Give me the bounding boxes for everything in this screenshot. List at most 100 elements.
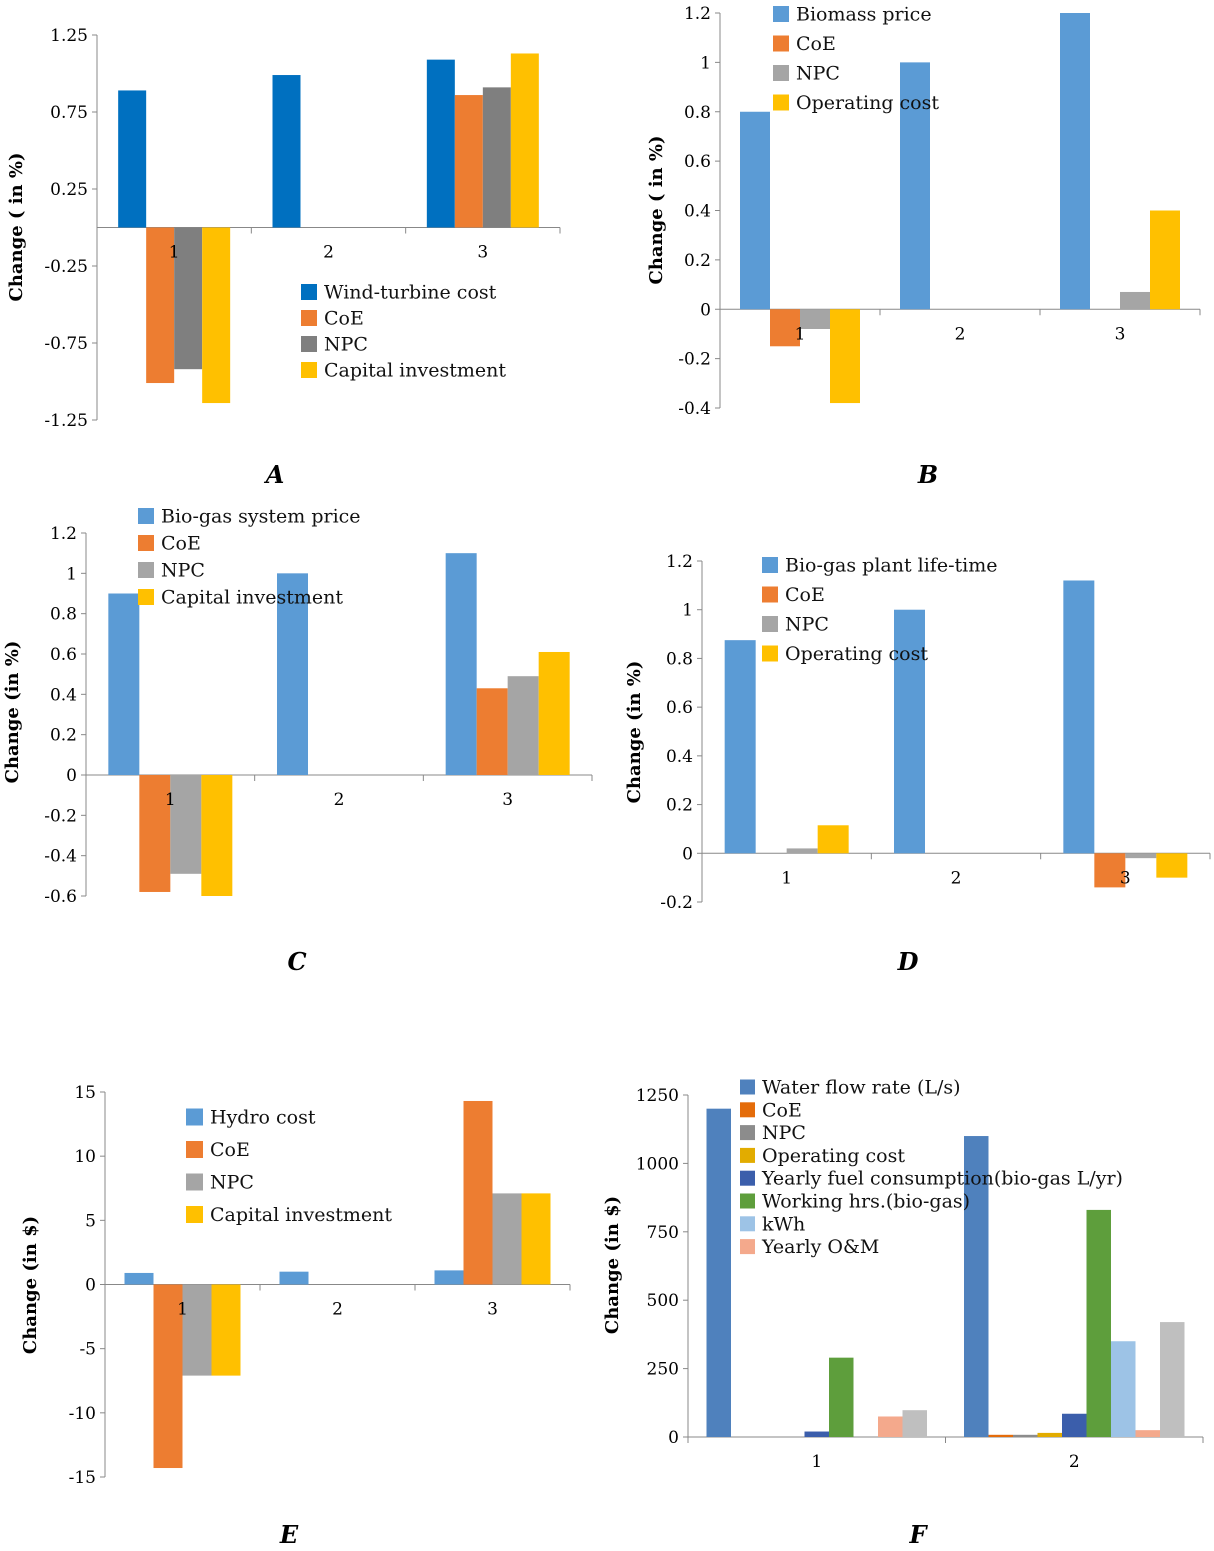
bar <box>118 90 147 228</box>
x-tick-label: 2 <box>334 790 345 810</box>
legend-swatch <box>740 1239 755 1255</box>
bar <box>202 227 231 404</box>
y-tick-label: 0.6 <box>666 698 693 718</box>
x-tick-label: 3 <box>1120 868 1131 888</box>
y-tick-label: 1 <box>700 53 711 73</box>
legend-label: NPC <box>796 63 840 85</box>
legend-swatch <box>740 1170 755 1186</box>
legend-label: CoE <box>796 33 836 55</box>
legend-swatch <box>762 586 778 603</box>
legend-label: Hydro cost <box>210 1107 316 1129</box>
y-tick-label: -0.4 <box>678 399 711 419</box>
panel-label: E <box>279 1520 299 1549</box>
legend-swatch <box>773 35 789 52</box>
legend-swatch <box>138 508 154 524</box>
bar <box>1160 1322 1185 1437</box>
x-tick-label: 1 <box>781 868 792 888</box>
bar <box>1060 13 1090 310</box>
x-tick-label: 3 <box>487 1300 498 1320</box>
legend-swatch <box>740 1216 755 1232</box>
bar <box>1120 291 1150 310</box>
bar <box>817 825 849 854</box>
legend-swatch <box>301 336 317 352</box>
legend-label: Capital investment <box>210 1204 392 1226</box>
legend-swatch <box>301 284 317 300</box>
y-tick-label: 0 <box>700 300 711 320</box>
y-tick-label: -0.25 <box>44 257 88 277</box>
y-tick-label: 1.25 <box>50 26 88 46</box>
y-tick-label: 1.2 <box>684 4 711 24</box>
bar <box>1125 853 1157 859</box>
y-tick-label: -10 <box>69 1404 96 1424</box>
y-tick-label: -0.6 <box>44 887 77 907</box>
x-tick-label: 1 <box>169 243 180 263</box>
y-tick-label: -5 <box>79 1340 96 1360</box>
y-tick-label: 1250 <box>636 1086 679 1106</box>
x-tick-label: 3 <box>502 790 513 810</box>
bar <box>507 676 539 775</box>
x-tick-label: 1 <box>795 324 806 344</box>
y-tick-label: 15 <box>74 1083 96 1103</box>
x-tick-label: 2 <box>955 324 966 344</box>
legend: Bio-gas plant life-time CoE NPC Operating c… <box>762 555 997 665</box>
y-axis-label: Change (in %) <box>624 661 645 804</box>
panel-label: D <box>897 947 919 976</box>
legend-label: Wind-turbine cost <box>324 282 497 304</box>
legend-label: Capital investment <box>324 360 506 382</box>
bar <box>964 1136 989 1437</box>
bar <box>724 640 756 854</box>
legend: Wind-turbine cost CoE NPC Capital investmen… <box>301 282 506 382</box>
x-tick-label: 1 <box>811 1452 822 1472</box>
bar <box>894 609 925 854</box>
x-tick-label: 2 <box>332 1300 343 1320</box>
legend-label: Yearly O&M <box>761 1236 879 1258</box>
legend-swatch <box>740 1079 755 1095</box>
y-tick-label: 10 <box>74 1147 96 1167</box>
bar <box>426 59 455 228</box>
y-tick-label: 0.8 <box>50 605 77 625</box>
legend-swatch <box>186 1206 203 1223</box>
y-tick-label: -0.2 <box>660 893 693 913</box>
y-tick-label: 0.4 <box>50 685 77 705</box>
y-tick-label: 0.8 <box>666 649 693 669</box>
legend-swatch <box>138 535 154 551</box>
panel-label: C <box>287 947 306 976</box>
bar <box>878 1416 903 1437</box>
legend-label: Operating cost <box>762 1145 905 1167</box>
legend-label: NPC <box>324 334 368 356</box>
bar <box>124 1272 154 1285</box>
bar <box>153 1284 183 1469</box>
bar <box>182 1284 212 1376</box>
x-tick-label: 2 <box>323 243 334 263</box>
legend: Hydro cost CoE NPC Capital investment <box>186 1107 392 1226</box>
bar <box>830 309 860 404</box>
bar <box>434 1270 464 1285</box>
legend: Bio-gas system price CoE NPC Capital invest… <box>138 506 361 609</box>
bar <box>1037 1432 1062 1437</box>
y-tick-label: -0.4 <box>44 847 77 867</box>
legend-label: NPC <box>161 560 205 582</box>
legend-label: CoE <box>161 533 201 555</box>
bar <box>1086 1209 1111 1437</box>
legend-swatch <box>186 1173 203 1191</box>
bar <box>146 227 175 384</box>
x-tick-label: 3 <box>1115 324 1126 344</box>
y-tick-label: 0 <box>682 844 693 864</box>
legend-label: Bio-gas plant life-time <box>785 555 997 577</box>
y-tick-label: 0.25 <box>50 180 88 200</box>
bar <box>800 309 830 329</box>
legend-label: CoE <box>785 584 825 606</box>
legend-swatch <box>762 557 778 573</box>
bar <box>770 309 800 347</box>
legend-label: Water flow rate (L/s) <box>762 1077 961 1099</box>
legend-swatch <box>762 645 778 662</box>
bar <box>454 95 483 228</box>
y-tick-label: 0.8 <box>684 103 711 123</box>
x-tick-label: 1 <box>177 1300 188 1320</box>
y-axis-label: Change ( in %) <box>6 152 27 301</box>
y-tick-label: 0.4 <box>666 747 693 767</box>
bar <box>521 1193 551 1285</box>
y-axis-label: Change (in $) <box>602 1196 623 1334</box>
bar <box>108 593 140 775</box>
